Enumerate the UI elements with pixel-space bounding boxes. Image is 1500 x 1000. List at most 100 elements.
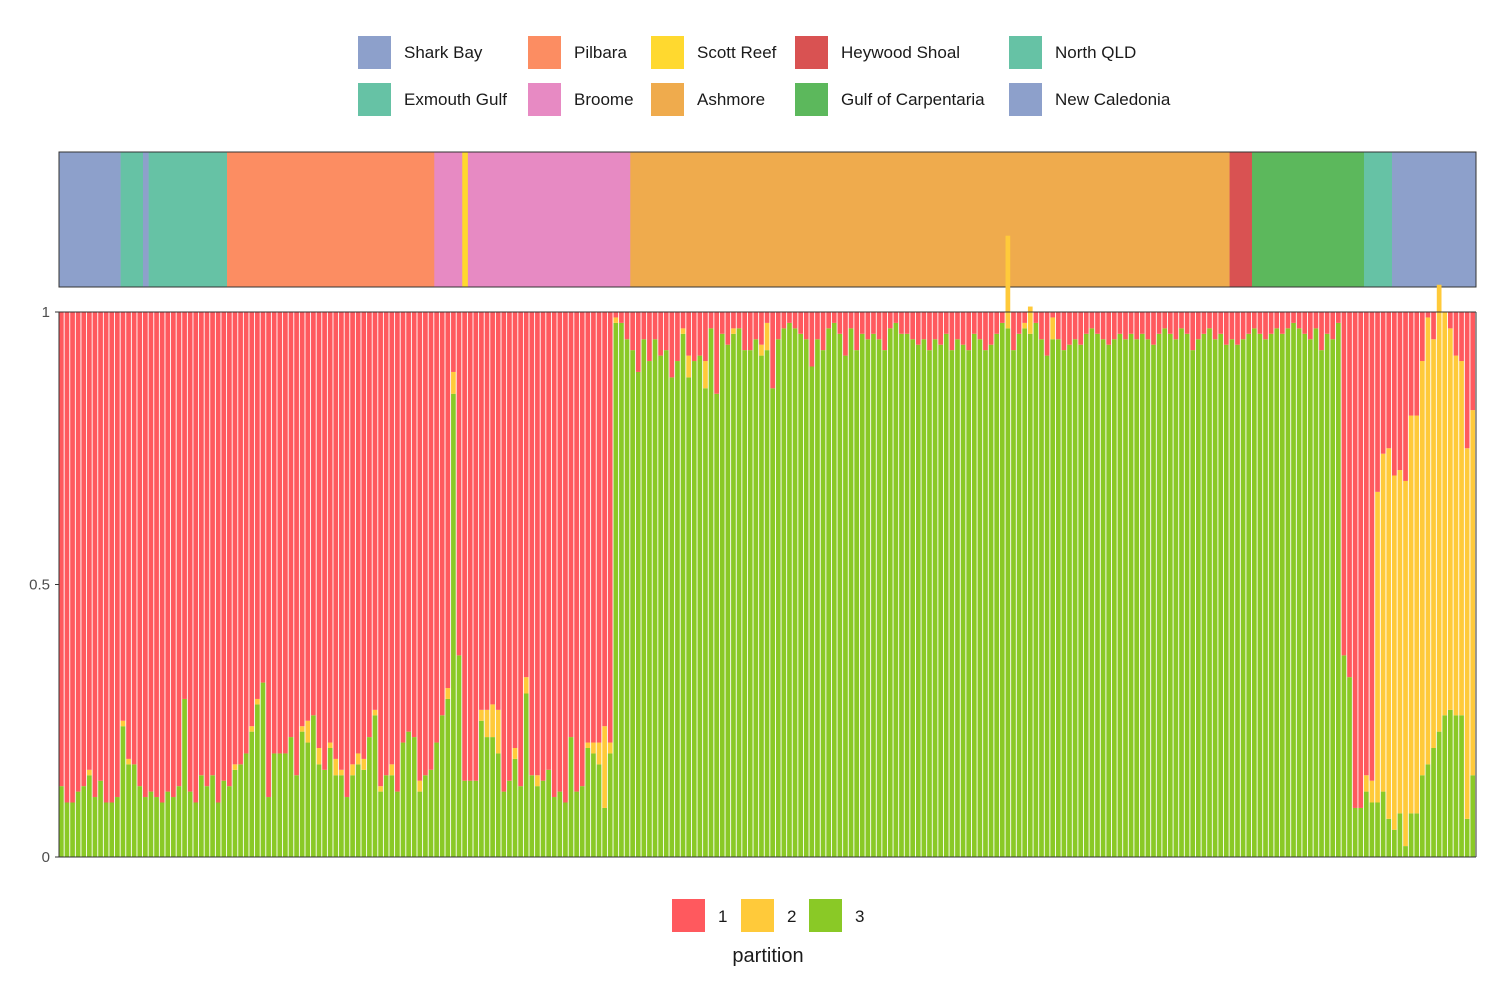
bar-partition-3: [859, 333, 865, 857]
bar-partition-2: [1419, 361, 1425, 776]
bar-partition-1: [187, 312, 193, 792]
bar-partition-3: [591, 753, 596, 857]
bar-partition-3: [1111, 339, 1117, 857]
bar-partition-3: [322, 769, 327, 857]
bar-partition-3: [663, 350, 669, 857]
bar-partition-2: [299, 726, 305, 732]
bar-partition-1: [999, 312, 1005, 323]
bar-partition-1: [753, 312, 759, 340]
bar-partition-1: [428, 312, 434, 770]
bar-partition-3: [1285, 328, 1291, 858]
bar-partition-1: [1223, 312, 1229, 345]
bar-partition-1: [1313, 312, 1319, 329]
bar-partition-1: [787, 312, 792, 323]
bar-partition-3: [1078, 344, 1084, 857]
bar-partition-3: [719, 333, 725, 857]
bar-partition-1: [1055, 312, 1061, 340]
bar-partition-2: [305, 720, 311, 743]
bar-partition-3: [378, 791, 383, 857]
strip-segment-shark-bay: [143, 152, 149, 287]
bar-partition-1: [473, 312, 479, 781]
bar-partition-1: [1151, 312, 1156, 345]
bar-partition-3: [563, 802, 568, 857]
bar-partition-3: [999, 322, 1005, 857]
bar-partition-2: [378, 786, 383, 792]
bar-partition-1: [1251, 312, 1257, 329]
bar-partition-1: [1408, 312, 1414, 416]
bar-partition-2: [249, 726, 255, 732]
bar-partition-1: [159, 312, 165, 803]
bar-partition-2: [484, 709, 490, 738]
bar-partition-1: [1386, 312, 1392, 449]
bar-partition-2: [1414, 415, 1420, 814]
bar-partition-3: [495, 753, 501, 857]
bar-partition-3: [1251, 328, 1257, 858]
bar-partition-3: [423, 775, 428, 857]
bar-partition-1: [809, 312, 815, 367]
bar-partition-3: [339, 775, 344, 857]
bar-partition-2: [1391, 475, 1397, 830]
bar-partition-1: [1330, 312, 1336, 340]
bar-partition-2: [1459, 361, 1464, 716]
bar-partition-3: [759, 355, 764, 857]
bar-partition-3: [507, 780, 512, 857]
bar-partition-3: [1095, 333, 1100, 857]
bar-partition-3: [1201, 333, 1207, 857]
bar-partition-1: [406, 312, 411, 732]
bar-partition-3: [949, 350, 955, 857]
bar-partition-3: [1072, 339, 1078, 857]
bar-partition-3: [630, 350, 635, 857]
bar-partition-3: [602, 807, 607, 857]
bar-partition-3: [199, 775, 204, 857]
bar-partition-3: [1464, 818, 1470, 857]
bar-partition-3: [960, 344, 966, 857]
bar-partition-2: [451, 371, 456, 394]
bar-partition-1: [781, 312, 787, 329]
bar-partition-2: [417, 780, 423, 792]
strip-segment-exmouth-gulf: [148, 152, 228, 287]
legend-swatch-gulf-of-carpentaria: [795, 83, 828, 116]
partition-label-1: 1: [718, 907, 727, 926]
bar-partition-3: [831, 322, 837, 857]
bar-partition-3: [943, 333, 949, 857]
bar-partition-2: [613, 317, 619, 323]
bar-partition-3: [1005, 328, 1011, 858]
bar-partition-1: [675, 312, 680, 362]
partition-swatch-3: [809, 899, 842, 932]
bar-partition-3: [1212, 339, 1218, 857]
bar-partition-3: [1016, 333, 1022, 857]
bar-partition-3: [1067, 344, 1072, 857]
bar-partition-1: [602, 312, 607, 727]
bar-partition-3: [367, 737, 372, 857]
bar-partition-1: [266, 312, 271, 798]
bar-partition-1: [367, 312, 372, 738]
bar-partition-1: [311, 312, 316, 716]
bar-partition-3: [171, 797, 176, 857]
bar-partition-3: [1459, 715, 1464, 857]
bar-partition-1: [904, 312, 910, 334]
partition-legend: 1 2 3 partition: [672, 899, 864, 967]
legend-label-gulf-of-carpentaria: Gulf of Carpentaria: [841, 90, 985, 109]
bar-partition-3: [546, 769, 551, 857]
bar-partition-1: [927, 312, 932, 351]
bar-partition-1: [540, 312, 546, 781]
bar-partition-3: [613, 322, 619, 857]
bar-partition-3: [1139, 333, 1145, 857]
bar-partition-1: [70, 312, 75, 803]
bar-partition-3: [697, 355, 703, 857]
bar-partition-1: [725, 312, 731, 345]
bar-partition-3: [775, 339, 781, 857]
bar-partition-2: [1005, 235, 1011, 329]
bar-partition-1: [1044, 312, 1050, 356]
bar-partition-1: [859, 312, 865, 334]
bar-partition-3: [1089, 328, 1095, 858]
bar-partition-1: [1201, 312, 1207, 334]
bar-partition-2: [1436, 284, 1442, 732]
bar-partition-1: [288, 312, 294, 738]
bar-partition-1: [803, 312, 809, 340]
bar-partition-2: [596, 742, 602, 765]
bar-partition-2: [1380, 453, 1386, 792]
bar-partition-1: [686, 312, 691, 356]
bar-partition-3: [1447, 709, 1453, 857]
bar-partition-3: [283, 753, 288, 857]
